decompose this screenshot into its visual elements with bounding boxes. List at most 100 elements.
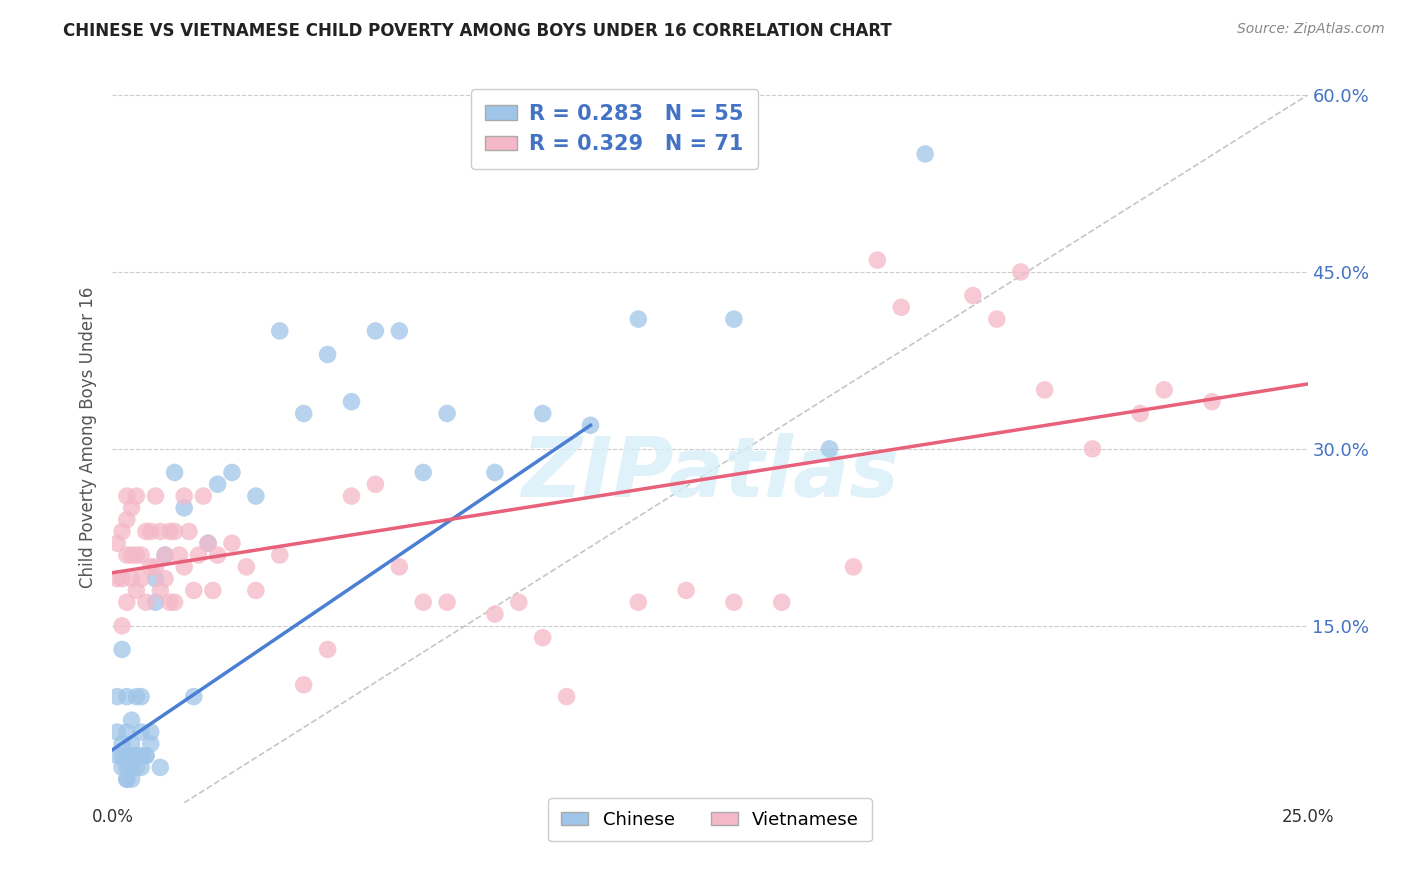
- Point: [914, 147, 936, 161]
- Point: [723, 312, 745, 326]
- Point: [207, 477, 229, 491]
- Point: [149, 524, 172, 539]
- Point: [484, 607, 506, 621]
- Point: [125, 489, 148, 503]
- Point: [145, 572, 167, 586]
- Point: [177, 524, 200, 539]
- Point: [111, 619, 134, 633]
- Point: [129, 760, 152, 774]
- Point: [207, 548, 229, 562]
- Point: [986, 312, 1008, 326]
- Point: [121, 760, 143, 774]
- Point: [1081, 442, 1104, 456]
- Point: [111, 524, 134, 539]
- Point: [115, 513, 138, 527]
- Point: [135, 748, 157, 763]
- Point: [125, 760, 148, 774]
- Point: [187, 548, 209, 562]
- Point: [579, 418, 602, 433]
- Point: [115, 760, 138, 774]
- Point: [121, 748, 143, 763]
- Text: ZIPatlas: ZIPatlas: [522, 434, 898, 514]
- Point: [818, 442, 841, 456]
- Point: [125, 748, 148, 763]
- Point: [145, 595, 167, 609]
- Point: [245, 489, 267, 503]
- Point: [1010, 265, 1032, 279]
- Point: [145, 559, 167, 574]
- Point: [121, 572, 143, 586]
- Point: [115, 772, 138, 787]
- Point: [316, 642, 339, 657]
- Point: [364, 324, 387, 338]
- Point: [121, 548, 143, 562]
- Point: [139, 559, 162, 574]
- Point: [1201, 394, 1223, 409]
- Point: [115, 595, 138, 609]
- Point: [115, 725, 138, 739]
- Point: [149, 583, 172, 598]
- Point: [340, 394, 363, 409]
- Point: [193, 489, 215, 503]
- Point: [111, 737, 134, 751]
- Point: [121, 772, 143, 787]
- Point: [145, 489, 167, 503]
- Point: [723, 595, 745, 609]
- Point: [388, 324, 411, 338]
- Point: [770, 595, 793, 609]
- Point: [962, 288, 984, 302]
- Point: [221, 466, 243, 480]
- Point: [111, 642, 134, 657]
- Point: [129, 572, 152, 586]
- Point: [129, 548, 152, 562]
- Point: [269, 324, 291, 338]
- Point: [163, 466, 186, 480]
- Point: [115, 489, 138, 503]
- Point: [125, 548, 148, 562]
- Text: CHINESE VS VIETNAMESE CHILD POVERTY AMONG BOYS UNDER 16 CORRELATION CHART: CHINESE VS VIETNAMESE CHILD POVERTY AMON…: [63, 22, 891, 40]
- Point: [173, 489, 195, 503]
- Point: [111, 572, 134, 586]
- Point: [412, 595, 434, 609]
- Point: [436, 595, 458, 609]
- Point: [245, 583, 267, 598]
- Point: [436, 407, 458, 421]
- Point: [388, 559, 411, 574]
- Point: [484, 466, 506, 480]
- Text: Source: ZipAtlas.com: Source: ZipAtlas.com: [1237, 22, 1385, 37]
- Point: [627, 595, 650, 609]
- Point: [364, 477, 387, 491]
- Point: [105, 725, 128, 739]
- Point: [235, 559, 257, 574]
- Point: [183, 690, 205, 704]
- Point: [531, 407, 554, 421]
- Point: [149, 760, 172, 774]
- Point: [139, 737, 162, 751]
- Point: [125, 583, 148, 598]
- Point: [115, 748, 138, 763]
- Point: [163, 524, 186, 539]
- Point: [531, 631, 554, 645]
- Point: [135, 595, 157, 609]
- Point: [111, 760, 134, 774]
- Point: [842, 559, 865, 574]
- Point: [173, 500, 195, 515]
- Point: [105, 748, 128, 763]
- Point: [129, 725, 152, 739]
- Point: [221, 536, 243, 550]
- Point: [153, 548, 176, 562]
- Point: [163, 595, 186, 609]
- Point: [292, 678, 315, 692]
- Point: [197, 536, 219, 550]
- Point: [197, 536, 219, 550]
- Point: [412, 466, 434, 480]
- Point: [169, 548, 191, 562]
- Point: [121, 713, 143, 727]
- Point: [866, 253, 889, 268]
- Point: [105, 690, 128, 704]
- Point: [139, 725, 162, 739]
- Point: [105, 572, 128, 586]
- Point: [555, 690, 578, 704]
- Point: [129, 748, 152, 763]
- Point: [508, 595, 530, 609]
